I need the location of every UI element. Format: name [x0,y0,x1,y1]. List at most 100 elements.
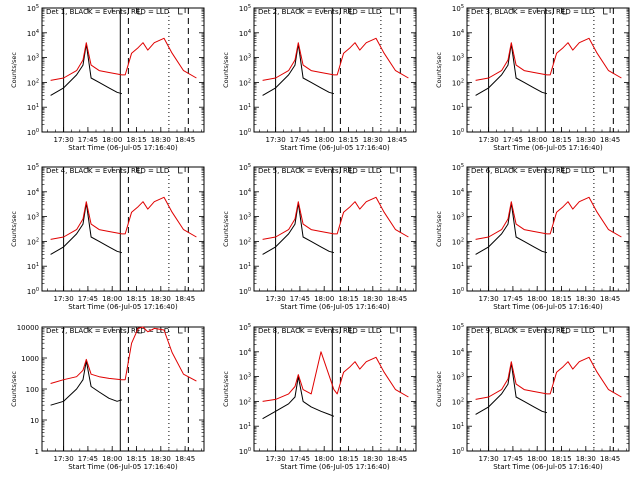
x-tick-label: 18:30 [151,455,171,463]
x-tick-label: 18:15 [551,136,571,144]
x-tick-label: 18:00 [527,136,547,144]
x-tick-label: 17:30 [479,455,499,463]
y-tick-label: 1000 [21,355,39,363]
plot-frame [41,166,205,292]
y-tick-label: 101 [452,422,464,431]
panel-title: Det 3, BLACK = Events, RED = LLD [471,8,594,16]
y-tick-label: 103 [452,373,464,382]
x-tick-label: 18:15 [338,455,358,463]
x-tick-label: 18:30 [576,295,596,303]
lld-series-line [475,356,622,400]
y-tick-label: 103 [239,54,251,63]
x-tick-label: 18:15 [126,295,146,303]
x-tick-label: 18:15 [551,295,571,303]
panel-title: Det 9, BLACK = Events, RED = LLD [471,327,594,335]
panel-title: Det 5, BLACK = Events, RED = LLD [258,167,381,175]
y-tick-label: 103 [239,213,251,222]
x-tick-label: 18:00 [527,455,547,463]
y-tick-label: 101 [452,103,464,112]
y-tick-label: 10000 [17,324,39,332]
x-tick-label: 18:15 [338,136,358,144]
x-axis-title: Start Time (06-Jul-05 17:16:40) [68,463,178,471]
events-series-line [475,43,548,96]
y-tick-label: 100 [452,128,464,137]
x-tick-label: 17:30 [54,455,74,463]
y-tick-label: 101 [239,262,251,271]
x-tick-label: 18:00 [102,455,122,463]
y-tick-label: 102 [239,237,251,246]
x-tick-label: 18:30 [363,295,383,303]
x-tick-label: 18:45 [600,455,620,463]
plot-frame [253,166,417,292]
y-tick-label: 10 [30,417,39,425]
x-tick-label: 18:45 [387,455,407,463]
bracket-marker [349,167,355,174]
x-axis-title: Start Time (06-Jul-05 17:16:40) [493,463,603,471]
bracket-marker [137,167,143,174]
plot-frame [466,166,630,292]
x-tick-label: 18:30 [576,136,596,144]
y-tick-label: 100 [239,287,251,296]
detector-panel-7: Det 7, BLACK = Events, RED = LLD 1 10 100 10… [10,324,205,471]
x-tick-label: 18:15 [338,295,358,303]
bracket-marker [562,167,568,174]
events-series-line [262,202,335,255]
x-tick-label: 17:45 [78,136,98,144]
x-tick-label: 18:45 [600,295,620,303]
x-tick-label: 18:30 [151,136,171,144]
panel-title: Det 2, BLACK = Events, RED = LLD [258,8,381,16]
events-series-line [262,376,335,420]
y-tick-label: 104 [239,188,251,197]
bracket-marker [603,327,608,334]
y-tick-label: 104 [239,348,251,357]
x-tick-label: 18:30 [576,455,596,463]
x-tick-label: 18:00 [314,295,334,303]
x-tick-label: 18:45 [175,455,195,463]
y-tick-label: 104 [452,348,464,357]
x-tick-label: 18:45 [175,295,195,303]
x-tick-label: 17:30 [54,295,74,303]
y-axis-title: Counts/sec [10,52,18,88]
x-tick-label: 18:00 [314,136,334,144]
y-tick-label: 101 [452,262,464,271]
x-axis-title: Start Time (06-Jul-05 17:16:40) [493,303,603,311]
detector-panel-3: Det 3, BLACK = Events, RED = LLD 100 101 10… [435,4,630,152]
x-tick-label: 18:15 [126,136,146,144]
panel-title: Det 7, BLACK = Events, RED = LLD [46,327,169,335]
y-tick-label: 100 [239,128,251,137]
y-tick-label: 104 [452,29,464,38]
x-tick-label: 17:45 [290,295,310,303]
detector-panel-9: Det 9, BLACK = Events, RED = LLD 100 101 10… [435,323,630,471]
detector-panel-4: Det 4, BLACK = Events, RED = LLD 100 101 10… [10,163,205,311]
lld-series-line [50,326,197,384]
x-axis-title: Start Time (06-Jul-05 17:16:40) [280,144,390,152]
plot-frame [253,326,417,452]
y-tick-label: 104 [27,188,39,197]
y-tick-label: 101 [239,422,251,431]
bracket-marker [603,167,608,174]
bracket-marker [390,327,395,334]
detector-panel-2: Det 2, BLACK = Events, RED = LLD 100 101 10… [222,4,417,152]
panel-title: Det 6, BLACK = Events, RED = LLD [471,167,594,175]
y-tick-label: 102 [452,397,464,406]
lld-series-line [475,37,622,81]
y-tick-label: 100 [26,386,39,394]
y-tick-label: 105 [452,4,464,13]
y-tick-label: 103 [452,213,464,222]
y-tick-label: 104 [452,188,464,197]
plot-frame [253,7,417,133]
bracket-marker [178,327,183,334]
y-tick-label: 100 [27,287,39,296]
y-axis-title: Counts/sec [10,211,18,247]
y-axis-title: Counts/sec [10,371,18,407]
events-series-line [475,362,548,415]
bracket-marker [349,327,355,334]
events-series-line [50,43,123,96]
x-tick-label: 17:30 [266,136,286,144]
y-axis-title: Counts/sec [222,371,230,407]
panel-title: Det 1, BLACK = Events, RED = LLD [46,8,169,16]
x-axis-title: Start Time (06-Jul-05 17:16:40) [68,144,178,152]
lld-series-line [262,196,409,240]
x-tick-label: 17:45 [78,295,98,303]
